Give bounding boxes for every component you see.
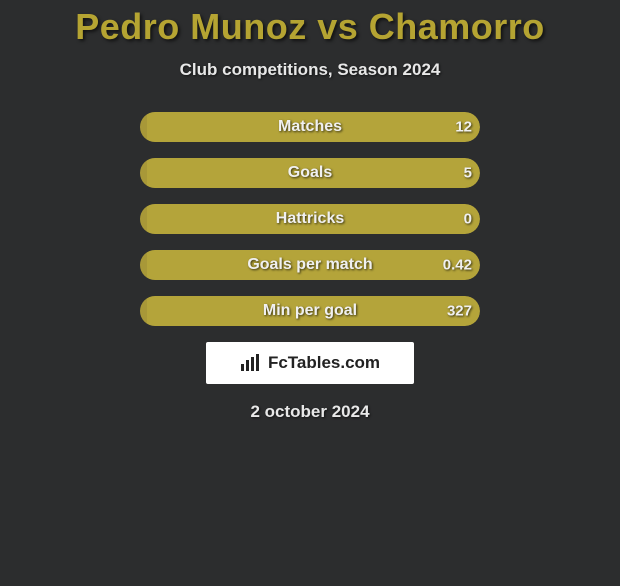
stat-value-right: 12 bbox=[455, 119, 472, 136]
stat-bar: Hattricks 0 bbox=[140, 204, 480, 234]
attribution-badge: FcTables.com bbox=[206, 342, 414, 384]
stat-label: Goals bbox=[288, 164, 332, 182]
footer-date: 2 october 2024 bbox=[0, 402, 620, 422]
bars-icon bbox=[240, 354, 262, 372]
stat-row: Hattricks 0 bbox=[0, 204, 620, 234]
bar-left bbox=[140, 296, 147, 326]
stat-row: Goals 5 bbox=[0, 158, 620, 188]
stat-bar: Min per goal 327 bbox=[140, 296, 480, 326]
stat-label: Goals per match bbox=[247, 256, 372, 274]
stat-value-right: 0.42 bbox=[443, 257, 472, 274]
stat-value-right: 327 bbox=[447, 303, 472, 320]
attribution-text: FcTables.com bbox=[268, 353, 380, 373]
stat-value-right: 5 bbox=[464, 165, 472, 182]
bar-left bbox=[140, 250, 147, 280]
bar-left bbox=[140, 204, 147, 234]
stat-row: Matches12PALESTINO bbox=[0, 112, 620, 142]
stats-area: Matches12PALESTINOGoals5Hattricks0Goals … bbox=[0, 112, 620, 326]
stat-row: Goals per match 0.42 bbox=[0, 250, 620, 280]
bar-left bbox=[140, 158, 147, 188]
stat-value-right: 0 bbox=[464, 211, 472, 228]
stat-label: Hattricks bbox=[276, 210, 344, 228]
stat-row: Min per goal 327 bbox=[0, 296, 620, 326]
stat-label: Matches bbox=[278, 118, 342, 136]
bar-left bbox=[140, 112, 147, 142]
stat-bar: Matches12PALESTINO bbox=[140, 112, 480, 142]
stat-label: Min per goal bbox=[263, 302, 357, 320]
page-title: Pedro Munoz vs Chamorro bbox=[0, 6, 620, 48]
subtitle: Club competitions, Season 2024 bbox=[0, 60, 620, 80]
stat-bar: Goals per match 0.42 bbox=[140, 250, 480, 280]
stat-bar: Goals 5 bbox=[140, 158, 480, 188]
